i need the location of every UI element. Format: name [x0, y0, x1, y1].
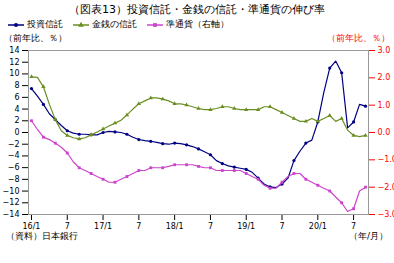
svg-text:6: 6 [14, 93, 19, 102]
svg-text:−2.0: −2.0 [378, 183, 394, 192]
html-text:準通貨（右軸）: 準通貨（右軸） [166, 19, 229, 29]
svg-text:3.0: 3.0 [378, 46, 391, 55]
svg-text:7: 7 [136, 222, 141, 230]
svg-text:14: 14 [9, 46, 19, 55]
svg-text:−1.0: −1.0 [378, 155, 394, 164]
svg-text:−14: −14 [3, 210, 20, 219]
svg-text:20/1: 20/1 [309, 222, 327, 230]
svg-text:18/1: 18/1 [166, 222, 184, 230]
html-text:（年/月）: （年/月） [349, 231, 388, 241]
svg-text:0.0: 0.0 [378, 128, 391, 137]
html-text:（前年比、％）: （前年比、％） [327, 33, 390, 43]
svg-text:16/1: 16/1 [22, 222, 40, 230]
svg-text:1.0: 1.0 [378, 101, 391, 110]
svg-text:7: 7 [279, 222, 284, 230]
svg-text:2.0: 2.0 [378, 73, 391, 82]
svg-text:−3.0: −3.0 [378, 210, 394, 219]
html-text:投資信託: 投資信託 [27, 19, 63, 29]
svg-text:−8: −8 [8, 175, 20, 184]
html-text:金銭の信託: 金銭の信託 [92, 19, 137, 29]
html-text:（資料）日本銀行: （資料）日本銀行 [6, 231, 78, 241]
svg-text:−6: −6 [8, 163, 20, 172]
svg-text:4: 4 [14, 105, 19, 114]
svg-text:10: 10 [9, 69, 19, 78]
svg-text:17/1: 17/1 [94, 222, 112, 230]
html-text:（図表13）投資信託・金銭の信託・準通貨の伸び率: （図表13）投資信託・金銭の信託・準通貨の伸び率 [69, 3, 325, 16]
svg-text:−4: −4 [8, 151, 20, 160]
svg-text:8: 8 [14, 81, 19, 90]
svg-text:19/1: 19/1 [237, 222, 255, 230]
svg-text:7: 7 [351, 222, 356, 230]
svg-text:−12: −12 [3, 198, 20, 207]
svg-text:7: 7 [65, 222, 70, 230]
svg-text:−10: −10 [3, 187, 20, 196]
svg-text:−2: −2 [8, 140, 20, 149]
svg-text:12: 12 [9, 58, 19, 67]
svg-text:7: 7 [208, 222, 213, 230]
svg-text:2: 2 [14, 116, 19, 125]
html-text:（前年比、％）: （前年比、％） [4, 33, 67, 43]
svg-text:0: 0 [14, 128, 19, 137]
